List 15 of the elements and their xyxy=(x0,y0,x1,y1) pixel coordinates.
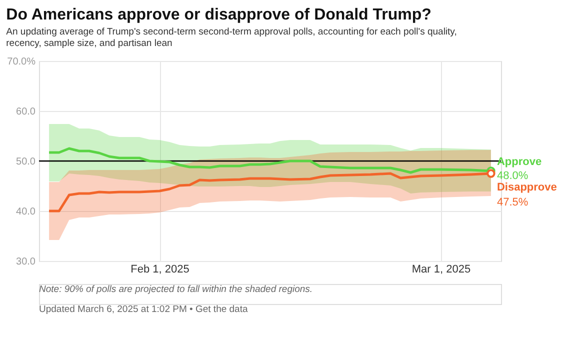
x-tick-label: Feb 1, 2025 xyxy=(130,264,190,276)
text: Note: 90% of polls are projected to fall within the shaded regions. xyxy=(39,284,313,295)
chart-title: Do Americans approve or disapprove of Donald Trump? xyxy=(6,6,432,24)
text: Updated March 6, 2025 at 1:02 PM • Get the data xyxy=(39,304,248,315)
series-label: Approve xyxy=(496,156,542,168)
chart-subtitle: An updating average of Trump's second-term second-term approval polls, accounting for each poll's quality, recency, sample size, and partisan lean xyxy=(6,26,457,49)
series-label: Disapprove xyxy=(496,182,557,194)
data-label: 47.5% xyxy=(496,196,528,208)
x-tick-label: Mar 1, 2025 xyxy=(412,264,471,276)
y-tick-label: 70.0% xyxy=(7,56,36,68)
data-label: 48.0% xyxy=(496,170,528,182)
y-tick-label: 50.0 xyxy=(16,156,36,168)
y-tick-label: 60.0 xyxy=(16,106,36,118)
y-tick-label: 40.0 xyxy=(16,206,36,218)
y-tick-label: 30.0 xyxy=(16,256,36,268)
